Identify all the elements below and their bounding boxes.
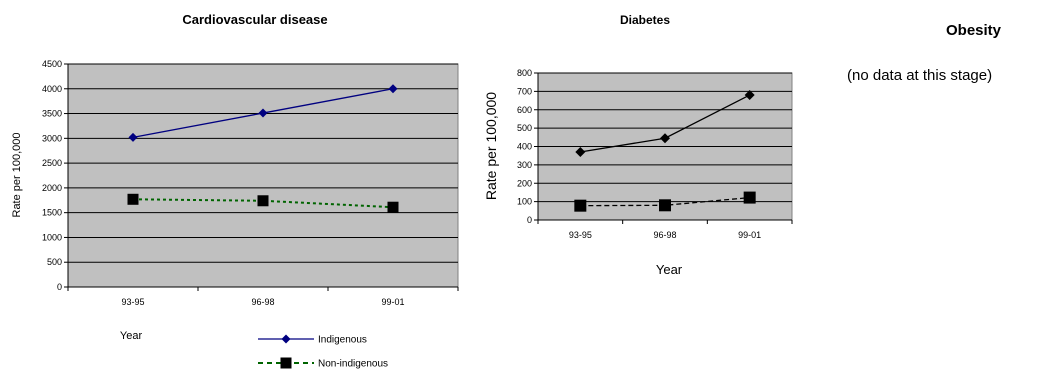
y-tick-label: 1500: [42, 208, 62, 218]
plot-area: [67, 63, 459, 288]
x-axis-label: Year: [120, 330, 143, 342]
data-point: [127, 193, 139, 205]
x-tick-label: 93-95: [569, 230, 592, 240]
y-tick-label: 1000: [42, 232, 62, 242]
x-tick-label: 96-98: [251, 297, 274, 307]
y-tick-label: 0: [527, 215, 532, 225]
y-tick-label: 800: [517, 68, 532, 78]
x-tick-label: 99-01: [738, 230, 761, 240]
y-tick-label: 4000: [42, 84, 62, 94]
legend: Indigenous Non-indigenous: [258, 334, 388, 370]
legend-marker: [280, 357, 292, 369]
y-tick-label: 100: [517, 197, 532, 207]
data-point: [659, 199, 671, 212]
legend-label: Non-indigenous: [318, 359, 388, 370]
chart-title: Diabetes: [620, 13, 670, 27]
y-tick-label: 3500: [42, 109, 62, 119]
x-axis-label: Year: [656, 262, 683, 277]
data-point: [575, 147, 586, 158]
data-point: [128, 132, 138, 142]
y-tick-label: 0: [57, 282, 62, 292]
x-tick-label: 99-01: [381, 297, 404, 307]
data-point: [660, 133, 670, 144]
y-axis-label: Rate per 100,000: [11, 132, 23, 217]
y-tick-label: 4500: [42, 59, 62, 69]
series-line: [132, 198, 394, 209]
obesity-title: Obesity: [946, 22, 1002, 39]
x-tick-label: 93-95: [121, 297, 144, 307]
data-point: [257, 195, 269, 207]
diabetes-chart: Diabetes 0 100 200 300 400 500 600 700 800 93-95 96…: [483, 13, 793, 277]
y-tick-label: 300: [517, 160, 532, 170]
data-point: [388, 84, 398, 94]
y-tick-label: 600: [517, 105, 532, 115]
legend-label: Indigenous: [318, 335, 367, 346]
data-point: [743, 191, 756, 204]
data-point: [387, 201, 399, 213]
data-point: [744, 90, 755, 101]
chart-title: Cardiovascular disease: [182, 12, 327, 27]
y-tick-label: 500: [47, 257, 62, 267]
y-tick-label: 3000: [42, 133, 62, 143]
obesity-note: (no data at this stage): [847, 67, 993, 84]
y-tick-label: 2500: [42, 158, 62, 168]
data-point: [258, 108, 268, 118]
y-tick-label: 400: [517, 142, 532, 152]
y-tick-label: 200: [517, 178, 532, 188]
legend-marker: [281, 334, 291, 344]
data-point: [574, 199, 587, 212]
x-tick-label: 96-98: [653, 230, 676, 240]
y-tick-label: 500: [517, 123, 532, 133]
cardiovascular-chart: Cardiovascular disease 0 500 1000 1500 2000 25…: [11, 12, 459, 370]
y-axis-label: Rate per 100,000: [483, 92, 499, 200]
y-tick-label: 700: [517, 86, 532, 96]
y-tick-label: 2000: [42, 183, 62, 193]
